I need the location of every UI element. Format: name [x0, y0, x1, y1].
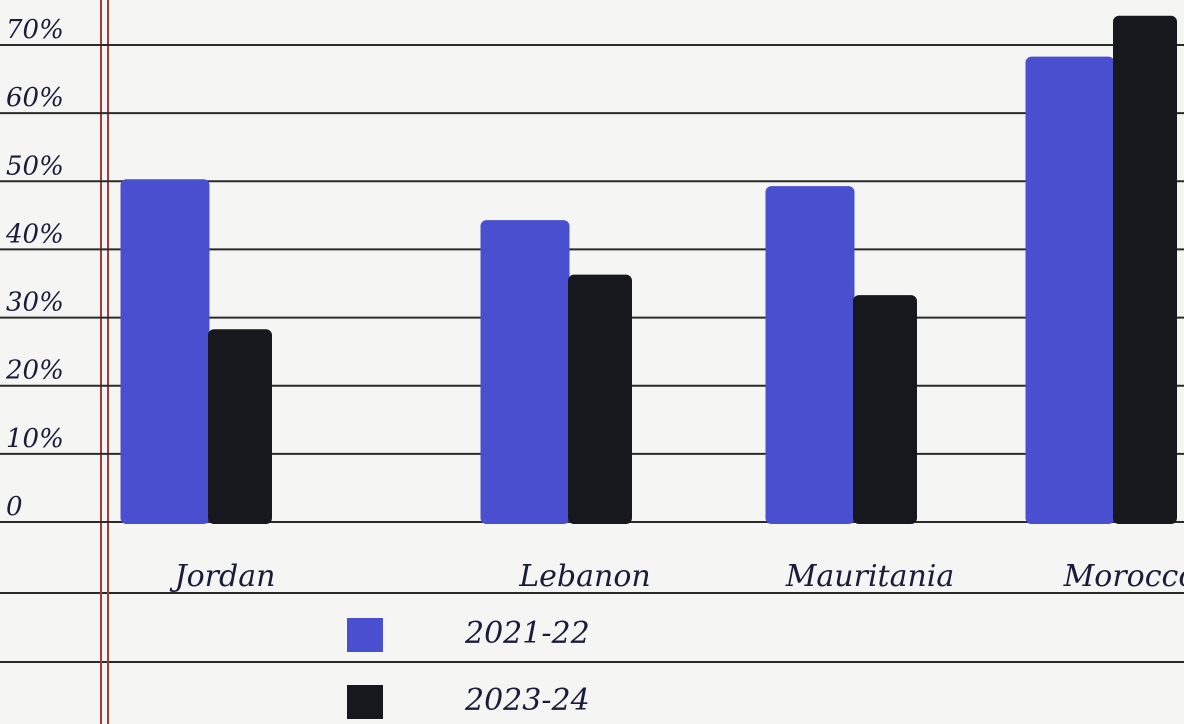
y-tick-label: 60%	[6, 83, 64, 113]
legend-swatch	[347, 685, 383, 719]
bar	[480, 220, 570, 525]
y-tick-label: 70%	[6, 15, 64, 45]
plot-area: 0 10% 20% 30% 40% 50% 60% 70% Jordan Lebanon Mauri…	[0, 15, 1184, 719]
legend-label: 2023-24	[464, 683, 590, 718]
legend-label: 2021-22	[464, 616, 590, 651]
y-tick-label: 20%	[5, 356, 64, 386]
bar	[1113, 15, 1177, 524]
x-tick-label: Mauritania	[785, 559, 955, 594]
x-tick-label: Jordan	[169, 559, 276, 594]
y-tick-label: 0	[6, 492, 23, 522]
y-tick-label: 40%	[5, 219, 64, 249]
bar	[120, 179, 210, 525]
bar	[853, 295, 917, 524]
x-tick-label: Lebanon	[518, 559, 650, 594]
bar	[568, 274, 632, 524]
legend-swatch	[347, 618, 383, 652]
y-tick-label: 30%	[6, 288, 64, 318]
x-tick-label: Morocco	[1063, 559, 1184, 594]
bar	[1025, 56, 1115, 524]
bar	[765, 186, 855, 524]
y-tick-label: 10%	[6, 424, 64, 454]
bar	[208, 329, 272, 525]
y-tick-label: 50%	[6, 151, 64, 181]
